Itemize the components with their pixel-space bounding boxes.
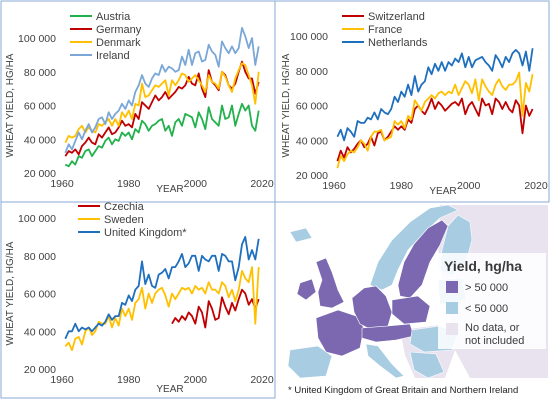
- x-axis-title: YEAR: [156, 184, 183, 195]
- map-legend-label-nodata: No data, or: [465, 322, 520, 334]
- y-tick-label: 60 000: [24, 101, 56, 113]
- map-france: [315, 309, 365, 357]
- y-tick-label: 100 000: [18, 33, 56, 45]
- y-tick-label: 60 000: [24, 289, 56, 301]
- panel-czechia-uk-border: [0, 201, 276, 399]
- y-tick-label: 80 000: [24, 67, 56, 79]
- map-legend-swatch-low: [446, 302, 458, 314]
- x-tick-label: 1960: [322, 180, 346, 192]
- series-line-denmark: [64, 62, 260, 144]
- series-line-switzerland: [336, 97, 534, 162]
- footnote: * United Kingdom of Great Britain and No…: [288, 385, 518, 396]
- series-line-germany: [64, 60, 260, 157]
- x-tick-label: 1960: [50, 178, 74, 190]
- y-tick-label: 20 000: [296, 170, 328, 182]
- map-poland: [391, 295, 431, 325]
- chart-austria-germany-denmark-ireland: 20 000 40 000 60 000 80 000 100 000 1960 1980 2…: [5, 11, 274, 195]
- series-line-netherlands: [336, 48, 534, 142]
- x-tick-label: 2000: [184, 178, 208, 190]
- map-legend-label-high: > 50 000: [465, 282, 508, 294]
- panel-switzerland-netherlands-border: [274, 0, 550, 203]
- series-line-austria: [64, 102, 260, 168]
- y-tick-label: 40 000: [24, 134, 56, 146]
- legend-label: Denmark: [96, 37, 141, 49]
- y-tick-label: 80 000: [296, 66, 328, 78]
- chart-switzerland-france-netherlands: 20 000 40 000 60 000 80 000 100 000 1960 1980 2…: [281, 11, 548, 197]
- x-tick-label: 2020: [250, 178, 274, 190]
- map-legend-label-nodata-2: not included: [465, 335, 524, 347]
- legend-label: France: [368, 24, 402, 36]
- x-tick-label: 1980: [117, 178, 141, 190]
- x-axis-title: YEAR: [429, 186, 456, 197]
- y-tick-label: 20 000: [24, 168, 56, 180]
- y-tick-label: 40 000: [24, 326, 56, 338]
- legend-label: Sweden: [104, 214, 144, 226]
- map-iceland: [289, 227, 313, 243]
- y-tick-label: 80 000: [24, 251, 56, 263]
- series-line-united-kingdom: [64, 236, 260, 340]
- map-united-kingdom: [315, 257, 345, 309]
- y-axis-title: WHEAT YIELD, HG/HA: [5, 241, 16, 345]
- legend-label: Ireland: [96, 50, 130, 62]
- x-tick-label: 2020: [524, 180, 548, 192]
- x-tick-label: 1960: [50, 374, 74, 386]
- x-axis-title: YEAR: [156, 384, 183, 395]
- x-tick-label: 1980: [390, 180, 414, 192]
- map-legend-title: Yield, hg/ha: [444, 258, 522, 274]
- map-norway: [369, 204, 459, 291]
- y-tick-label: 20 000: [24, 364, 56, 376]
- y-tick-label: 100 000: [290, 31, 328, 43]
- y-tick-label: 60 000: [296, 101, 328, 113]
- series-line-czechia: [171, 288, 260, 329]
- map-balkans: [409, 351, 445, 379]
- y-axis-title: WHEAT YIELD, HG/HA: [281, 53, 292, 157]
- map-legend-swatch-high: [446, 281, 458, 293]
- series-line-ireland: [64, 27, 260, 154]
- map-italy: [365, 343, 405, 379]
- x-tick-label: 2000: [457, 180, 481, 192]
- map-legend-swatch-nodata: [446, 323, 458, 335]
- map-legend: Yield, hg/ha > 50 000 < 50 000 No data, …: [438, 253, 546, 349]
- map-iberia: [287, 345, 333, 379]
- y-tick-label: 100 000: [18, 213, 56, 225]
- x-tick-label: 2000: [184, 374, 208, 386]
- legend-label: Germany: [96, 24, 142, 36]
- y-tick-label: 40 000: [296, 135, 328, 147]
- legend-label: Czechia: [104, 201, 145, 213]
- legend-label: Netherlands: [368, 37, 428, 49]
- legend-label: Austria: [96, 11, 131, 23]
- x-tick-label: 2020: [250, 374, 274, 386]
- x-tick-label: 1980: [117, 374, 141, 386]
- map-central-europe: [361, 323, 415, 343]
- map-ireland: [296, 278, 317, 301]
- legend-label: United Kingdom*: [104, 227, 187, 239]
- map-legend-label-low: < 50 000: [465, 303, 508, 315]
- series-line-france: [336, 71, 534, 169]
- legend-label: Switzerland: [368, 11, 425, 23]
- chart-czechia-sweden-uk: 20 000 40 000 60 000 80 000 100 000 1960 1980 2…: [5, 201, 274, 395]
- map-germany-benelux-denmark: [351, 285, 393, 331]
- y-axis-title: WHEAT YIELD, HG/HA: [5, 53, 16, 157]
